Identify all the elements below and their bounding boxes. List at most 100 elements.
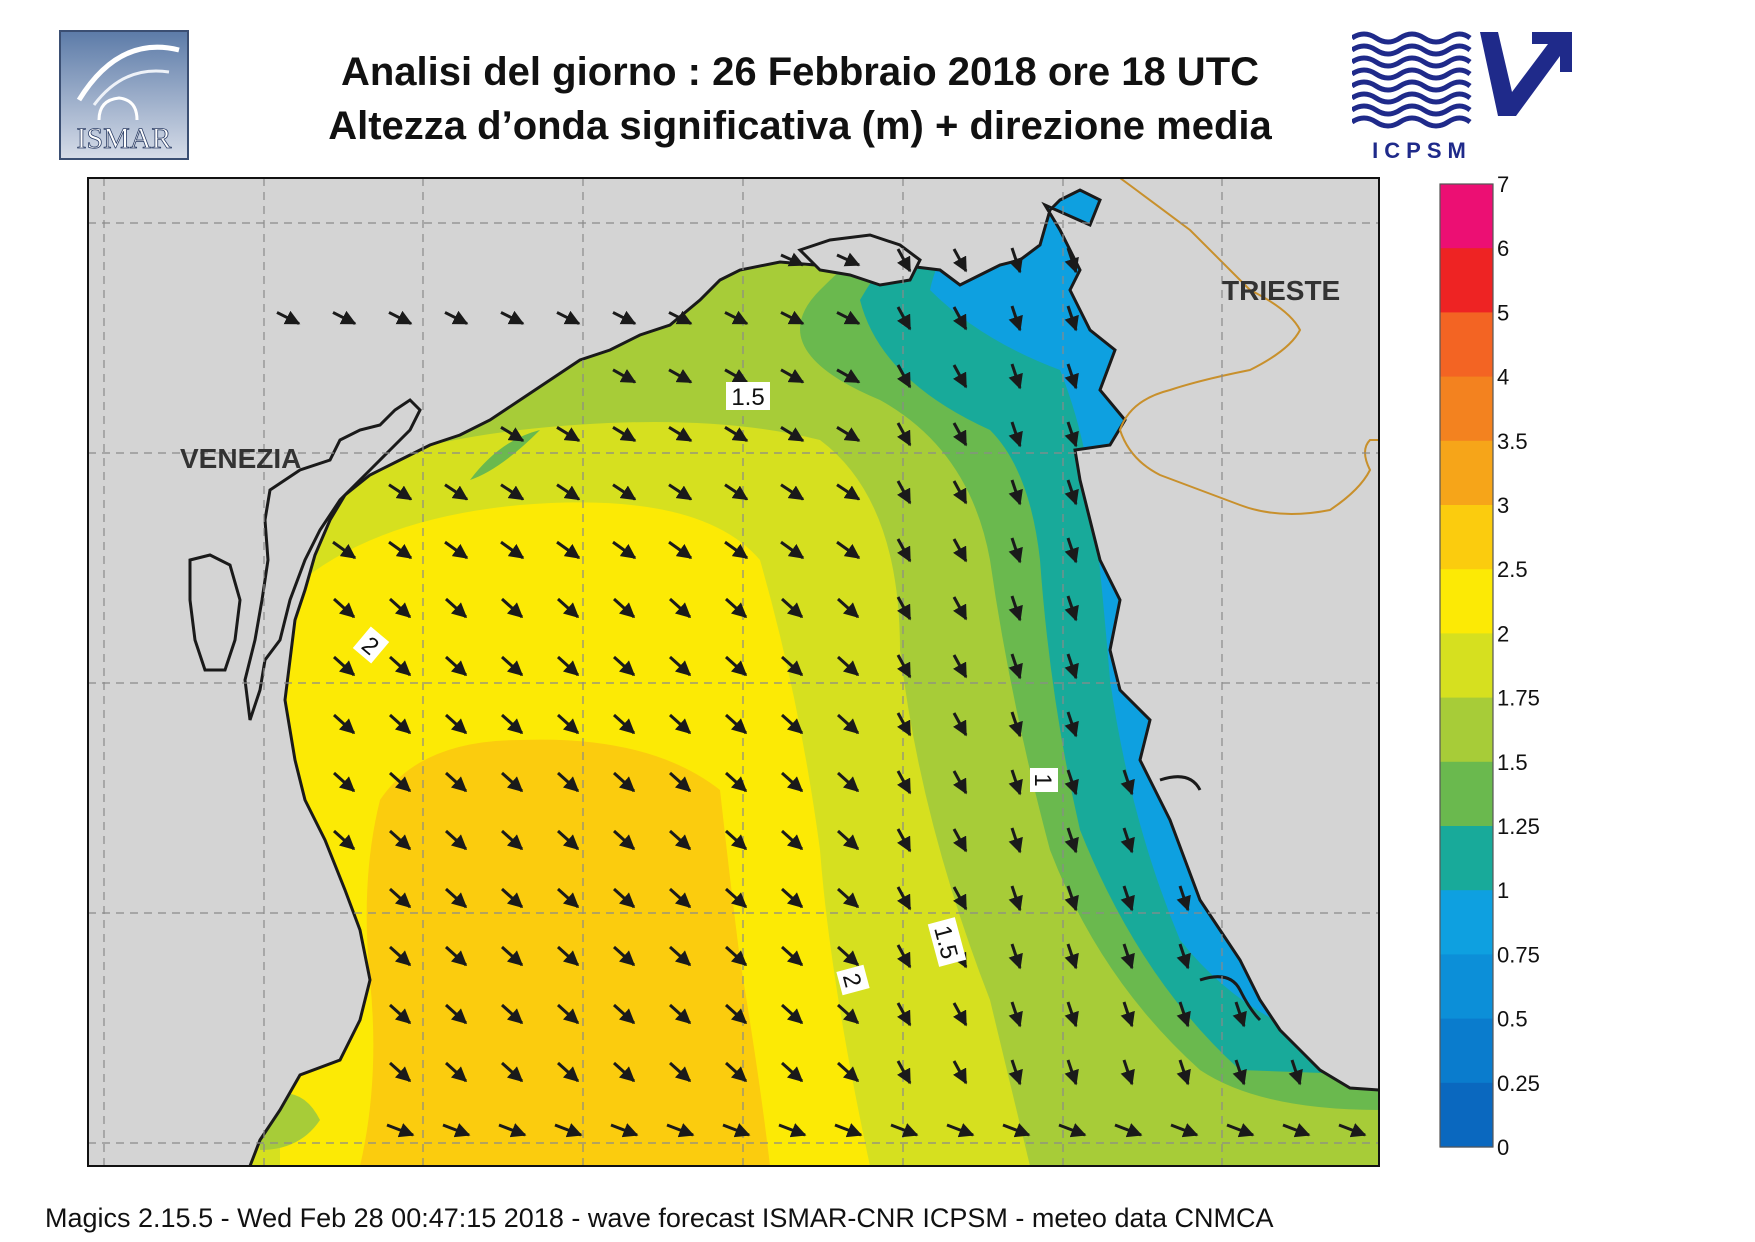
legend-label: 7	[1497, 172, 1509, 197]
wave-arrow	[612, 483, 637, 501]
wave-arrow	[1064, 363, 1079, 390]
wave-arrow	[1232, 1001, 1247, 1028]
legend-swatch	[1440, 697, 1493, 763]
wave-arrow	[952, 1060, 968, 1085]
contour-label-1: 1	[1029, 773, 1056, 786]
wave-arrow	[388, 310, 413, 325]
wave-arrow	[896, 248, 912, 273]
wave-arrow	[952, 886, 968, 911]
wave-arrow	[442, 1123, 471, 1138]
wave-arrow	[896, 480, 912, 505]
wave-arrow	[556, 1061, 580, 1083]
wave-arrow	[836, 1061, 860, 1083]
wave-arrow	[1226, 1123, 1255, 1138]
wave-arrow	[1008, 595, 1023, 622]
wave-arrow	[388, 655, 412, 677]
wave-arrow	[1008, 653, 1023, 680]
wave-arrow	[724, 713, 748, 735]
wave-arrow	[952, 596, 968, 621]
wave-arrow	[610, 1123, 639, 1138]
legend-label: 2.5	[1497, 557, 1528, 582]
legend-swatches	[1440, 184, 1493, 1148]
wave-arrow	[946, 1123, 975, 1138]
wave-arrow	[332, 713, 356, 735]
legend-label: 0.25	[1497, 1071, 1540, 1096]
wave-arrow	[896, 886, 912, 911]
wave-arrow	[668, 368, 693, 384]
wave-arrow	[668, 426, 693, 442]
wave-arrow	[556, 426, 581, 442]
wave-arrow	[724, 597, 748, 619]
wave-arrow	[388, 540, 413, 560]
wave-arrow	[556, 945, 580, 967]
wave-arrow	[612, 426, 637, 442]
legend-label: 1.25	[1497, 814, 1540, 839]
wave-arrow	[780, 483, 805, 501]
wave-arrow	[1008, 247, 1023, 274]
wave-arrow	[612, 945, 636, 967]
wave-arrow	[780, 655, 804, 677]
legend-swatch	[1440, 890, 1493, 955]
wave-arrow	[1064, 769, 1079, 796]
wave-arrow	[836, 310, 861, 325]
wave-arrow	[1338, 1123, 1367, 1138]
legend-swatch	[1440, 312, 1493, 378]
wave-arrow	[724, 540, 749, 560]
wave-arrow	[668, 483, 693, 501]
wave-arrow	[612, 829, 636, 851]
wave-arrow	[952, 712, 968, 737]
wave-arrow	[612, 771, 636, 793]
wave-arrow	[780, 252, 805, 267]
icpsm-logo: ICPSM	[1352, 31, 1572, 163]
wave-arrow	[1176, 1059, 1191, 1086]
wave-arrow	[1064, 421, 1079, 448]
wave-arrow	[896, 828, 912, 853]
wave-arrow	[724, 945, 748, 967]
wave-arrow	[1064, 1059, 1079, 1086]
wave-arrow	[668, 597, 692, 619]
wave-arrow	[952, 770, 968, 795]
wave-arrow	[612, 655, 636, 677]
wave-arrow	[668, 540, 693, 560]
wave-arrow	[1064, 827, 1079, 854]
wave-arrow	[1008, 1059, 1023, 1086]
wave-arrow	[836, 597, 860, 619]
wave-arrow	[332, 540, 357, 560]
legend-label: 4	[1497, 365, 1509, 390]
wave-arrow	[1120, 827, 1135, 854]
wave-arrow	[444, 771, 468, 793]
wave-arrow	[836, 945, 860, 967]
wave-arrow	[890, 1123, 919, 1138]
wave-arrow	[668, 310, 693, 325]
wave-arrow	[612, 1003, 636, 1025]
wave-arrow	[952, 828, 968, 853]
wave-arrow	[780, 1003, 804, 1025]
wave-arrow	[556, 540, 581, 560]
legend-swatch	[1440, 376, 1493, 442]
contour-labels: 1.5 2 1 1.5 2	[352, 382, 1058, 996]
wave-arrow	[1008, 1001, 1023, 1028]
map-title: Analisi del giorno : 26 Febbraio 2018 or…	[340, 50, 1260, 94]
legend-swatch	[1440, 184, 1493, 249]
legend-label: 2	[1497, 621, 1509, 646]
wave-arrow	[498, 1123, 527, 1138]
wave-arrow	[896, 944, 912, 969]
wave-arrow	[668, 829, 692, 851]
coastline	[248, 188, 1379, 1166]
wave-arrow	[388, 829, 412, 851]
wave-arrow	[556, 1003, 580, 1025]
wave-arrow	[1008, 711, 1023, 738]
legend-label: 5	[1497, 300, 1509, 325]
legend-swatch	[1440, 569, 1493, 634]
wave-arrow	[332, 655, 356, 677]
graticule	[88, 178, 1379, 1166]
wave-arrow	[500, 540, 525, 560]
legend-label: 3.5	[1497, 429, 1528, 454]
wave-arrow	[952, 654, 968, 679]
icpsm-logo-text: ICPSM	[1372, 138, 1472, 163]
legend-swatch	[1440, 248, 1493, 313]
wave-arrow	[612, 597, 636, 619]
wave-arrow	[388, 887, 412, 909]
wave-arrow	[500, 713, 524, 735]
